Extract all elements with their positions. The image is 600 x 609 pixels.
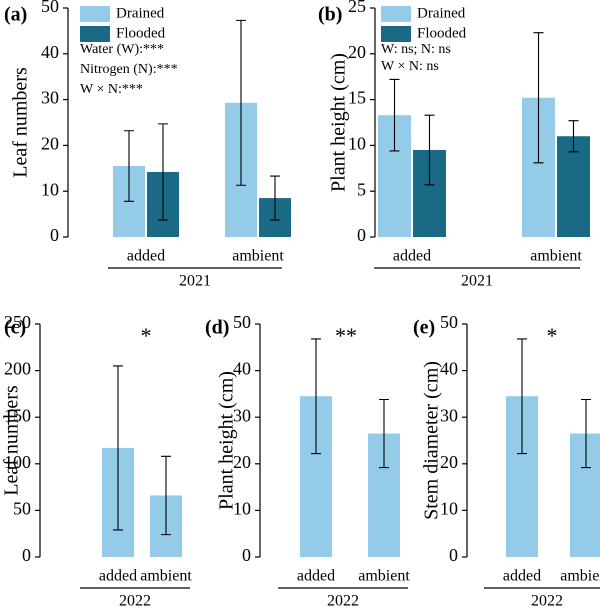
y-axis-label: Leaf numbers	[1, 385, 23, 496]
y-tick-label: 50	[13, 499, 31, 519]
y-tick-label: 20	[440, 452, 458, 472]
panel-label: (a)	[4, 4, 27, 26]
y-axis-label: Stem diameter (cm)	[421, 361, 443, 520]
annotation: **	[335, 323, 357, 348]
y-tick-label: 40	[233, 359, 251, 379]
panel-label: (c)	[4, 317, 26, 339]
y-tick-label: 10	[440, 499, 458, 519]
x-tick-label: added	[127, 248, 165, 265]
group-label: 2021	[461, 273, 493, 290]
y-tick-label: 150	[4, 405, 31, 425]
annotation: W: ns; N: ns	[381, 42, 451, 57]
annotation: *	[141, 323, 152, 348]
y-tick-label: 0	[22, 545, 31, 565]
y-axis-label: Leaf numbers	[10, 67, 32, 178]
annotation: Water (W):***	[80, 42, 164, 57]
x-tick-label: added	[99, 568, 137, 585]
y-tick-label: 40	[440, 359, 458, 379]
x-tick-label: added	[393, 248, 431, 265]
x-tick-label: ambient	[232, 248, 284, 265]
annotation: Nitrogen (N):***	[80, 62, 178, 77]
y-tick-label: 5	[357, 179, 366, 199]
legend-label: Drained	[417, 5, 466, 21]
error-bar	[113, 365, 123, 531]
error-bar	[379, 398, 389, 469]
y-tick-label: 0	[449, 545, 458, 565]
group-label: 2021	[179, 273, 211, 290]
panel-label: (b)	[318, 4, 342, 26]
error-bar	[424, 114, 435, 186]
legend-swatch	[381, 6, 411, 22]
y-tick-label: 250	[4, 312, 31, 332]
error-bar	[517, 338, 527, 455]
error-bar	[236, 19, 246, 186]
y-tick-label: 0	[357, 225, 366, 245]
y-tick-label: 0	[242, 545, 251, 565]
bar	[570, 433, 600, 557]
y-tick-label: 0	[50, 225, 59, 245]
group-label: 2022	[531, 593, 563, 609]
y-axis-label: Plant height (cm)	[328, 53, 350, 192]
y-tick-label: 30	[440, 405, 458, 425]
y-tick-label: 40	[41, 42, 59, 62]
error-bar	[124, 130, 134, 202]
y-tick-label: 30	[41, 88, 59, 108]
group-label: 2022	[119, 593, 151, 609]
x-tick-label: added	[503, 568, 541, 585]
error-bar	[581, 398, 591, 469]
x-tick-label: added	[297, 568, 335, 585]
y-tick-label: 25	[348, 0, 366, 16]
y-tick-label: 30	[233, 405, 251, 425]
error-bar	[311, 338, 321, 455]
legend-label: Flooded	[116, 25, 166, 41]
legend-label: Flooded	[417, 25, 467, 41]
error-bar	[270, 175, 280, 221]
error-bar	[158, 123, 168, 221]
group-label: 2022	[327, 593, 359, 609]
y-tick-label: 200	[4, 359, 31, 379]
bar	[557, 136, 590, 237]
y-tick-label: 50	[233, 312, 251, 332]
y-tick-label: 50	[41, 0, 59, 16]
y-tick-label: 15	[348, 88, 366, 108]
y-tick-label: 100	[4, 452, 31, 472]
y-tick-label: 20	[41, 134, 59, 154]
panel-label: (d)	[205, 317, 229, 339]
x-tick-label: ambient	[140, 568, 192, 585]
error-bar	[161, 455, 171, 536]
y-tick-label: 20	[233, 452, 251, 472]
y-axis-label: Plant height (cm)	[216, 371, 238, 510]
annotation: W × N: ns	[381, 59, 439, 74]
legend-label: Drained	[116, 5, 165, 21]
y-tick-label: 20	[348, 42, 366, 62]
error-bar	[389, 78, 400, 152]
x-tick-label: ambient	[560, 568, 600, 585]
panel-label: (e)	[413, 317, 435, 339]
annotation: *	[547, 323, 558, 348]
x-tick-label: ambient	[358, 568, 410, 585]
error-bar	[533, 32, 544, 164]
legend-swatch	[381, 26, 411, 42]
y-tick-label: 10	[348, 134, 366, 154]
legend-swatch	[80, 26, 110, 42]
legend-swatch	[80, 6, 110, 22]
y-tick-label: 10	[233, 499, 251, 519]
y-tick-label: 10	[41, 179, 59, 199]
annotation: W × N:***	[80, 82, 143, 97]
x-tick-label: ambient	[530, 248, 582, 265]
y-tick-label: 50	[440, 312, 458, 332]
error-bar	[568, 120, 579, 153]
